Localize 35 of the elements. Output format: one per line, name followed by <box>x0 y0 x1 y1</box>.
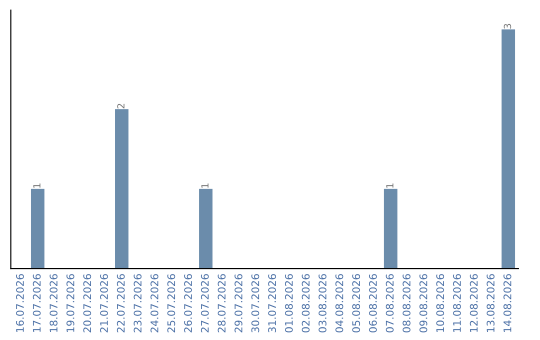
data-label: 3 <box>504 24 512 29</box>
x-tick-label: 22.07.2026 <box>116 274 125 332</box>
x-tick-label: 14.08.2026 <box>503 274 512 332</box>
x-tick-label: 21.07.2026 <box>100 274 108 332</box>
x-tick-label: 23.07.2026 <box>134 274 142 332</box>
x-tick-label: 03.08.2026 <box>318 274 326 332</box>
x-tick-label: 28.07.2026 <box>218 274 226 332</box>
x-tick-label: 25.07.2026 <box>167 274 176 332</box>
x-tick-label: 07.08.2026 <box>386 274 394 332</box>
x-tick-label: 18.07.2026 <box>50 274 58 332</box>
x-tick-label: 17.07.2026 <box>32 274 41 332</box>
x-tick-label: 01.08.2026 <box>284 274 293 332</box>
x-tick-label: 31.07.2026 <box>268 274 276 332</box>
x-tick-label: 06.08.2026 <box>368 274 377 332</box>
data-label: 1 <box>33 184 40 188</box>
data-label: 1 <box>386 184 394 188</box>
x-tick-label: 10.08.2026 <box>436 274 444 332</box>
x-tick-label: 11.08.2026 <box>453 274 461 332</box>
x-tick-label: 08.08.2026 <box>402 274 410 332</box>
x-tick-label: 09.08.2026 <box>419 274 428 332</box>
x-tick-label: 19.07.2026 <box>66 274 74 332</box>
data-label: 1 <box>201 184 208 188</box>
x-tick-label: 05.08.2026 <box>352 274 360 332</box>
x-tick-label: 04.08.2026 <box>335 274 344 332</box>
x-tick-label: 16.07.2026 <box>16 274 24 332</box>
x-tick-label: 12.08.2026 <box>470 274 478 332</box>
x-tick-label: 27.07.2026 <box>200 274 209 332</box>
x-tick-label: 02.08.2026 <box>302 274 310 332</box>
x-tick-label: 29.07.2026 <box>234 274 242 332</box>
x-tick-label: 20.07.2026 <box>83 274 92 332</box>
x-tick-label: 24.07.2026 <box>150 274 158 332</box>
x-tick-label: 26.07.2026 <box>184 274 192 332</box>
x-tick-label: 13.08.2026 <box>486 274 495 332</box>
x-tick-label: 30.07.2026 <box>251 274 260 332</box>
data-label: 2 <box>117 104 124 108</box>
